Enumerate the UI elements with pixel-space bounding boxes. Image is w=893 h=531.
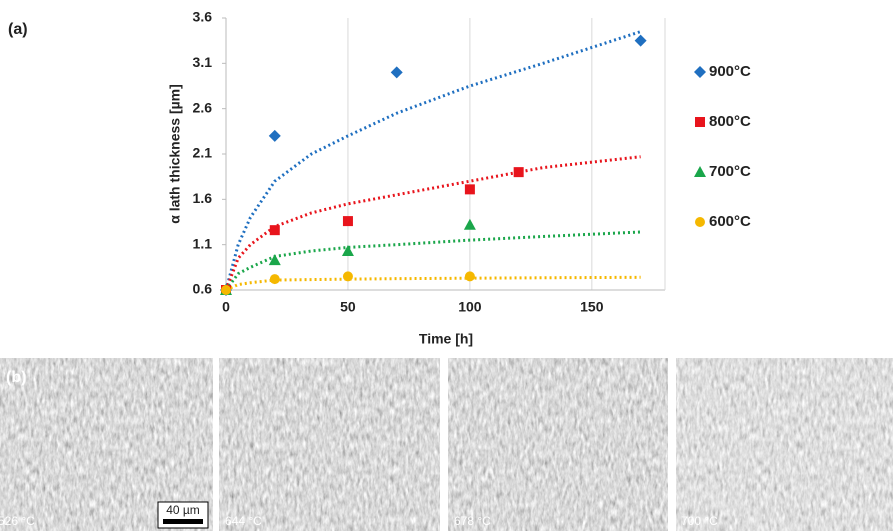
micrograph-panel: 526 °C 644 °C 678 °C 700 °C 40 µm (b) (0, 358, 893, 531)
panel-label: (a) (8, 21, 28, 38)
x-tick-label: 50 (340, 299, 356, 315)
micrograph-label: 526 °C (0, 514, 35, 528)
trend-line (224, 230, 641, 291)
y-tick-label: 2.6 (193, 99, 213, 115)
marker (390, 66, 403, 79)
micrograph-label: 700 °C (681, 514, 718, 528)
legend-label: 900°C (709, 63, 751, 80)
marker (269, 274, 280, 285)
trend-line (224, 155, 641, 291)
y-tick-label: 1.6 (193, 190, 213, 206)
marker (269, 225, 280, 236)
plot: 0 50 100 150 0.6 1.1 1.6 2.1 2.6 3.1 3.6 900°C 800°C… (193, 9, 751, 315)
marker (464, 271, 475, 282)
trend-line (225, 275, 641, 292)
marker (513, 167, 524, 178)
micrograph (219, 358, 440, 531)
legend-label: 600°C (709, 213, 751, 230)
y-tick-label: 0.6 (193, 281, 213, 297)
micrograph (448, 358, 668, 531)
marker (342, 216, 353, 227)
micrograph-label: 678 °C (454, 514, 491, 528)
legend-label: 700°C (709, 163, 751, 180)
panel-label: (b) (6, 369, 26, 386)
scale-bar-label: 40 µm (166, 503, 200, 517)
marker (695, 117, 705, 127)
marker (695, 217, 705, 227)
x-axis-title: Time [h] (419, 331, 473, 347)
y-axis-title: α lath thickness [µm] (167, 84, 183, 224)
trend-line (224, 30, 642, 291)
scale-bar (163, 519, 203, 524)
marker (342, 271, 353, 282)
marker (694, 166, 706, 177)
x-tick-label: 0 (222, 299, 230, 315)
marker (464, 184, 475, 195)
marker (268, 129, 281, 142)
legend-label: 800°C (709, 113, 751, 130)
y-tick-label: 3.6 (193, 9, 213, 25)
y-tick-label: 1.1 (193, 235, 213, 251)
marker (341, 245, 354, 257)
marker (221, 285, 231, 295)
x-tick-label: 100 (458, 299, 482, 315)
marker (694, 66, 706, 78)
marker (463, 218, 476, 230)
marker (634, 34, 647, 47)
micrograph (676, 358, 893, 531)
x-tick-label: 150 (580, 299, 604, 315)
y-tick-label: 3.1 (193, 54, 213, 70)
y-tick-label: 2.1 (193, 145, 213, 161)
marker (268, 254, 281, 266)
micrograph-label: 644 °C (225, 514, 262, 528)
